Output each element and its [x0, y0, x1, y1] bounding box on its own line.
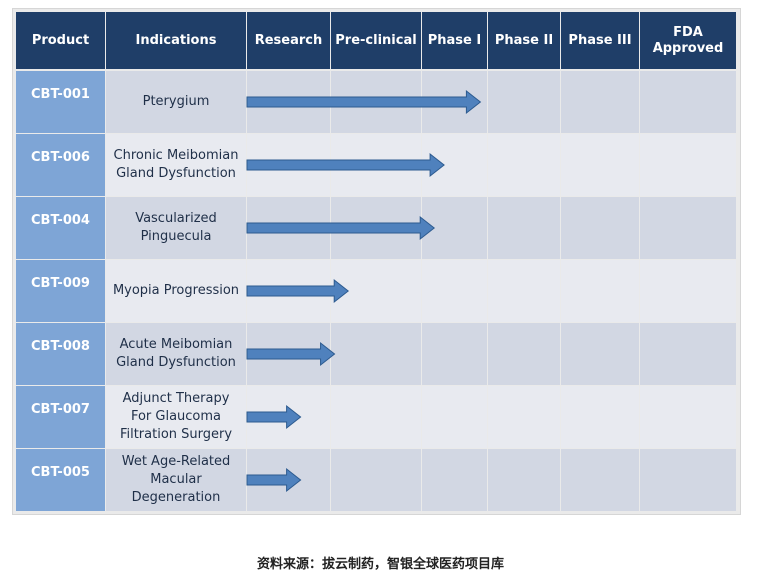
progress-arrow — [246, 467, 302, 493]
header-preclinical: Pre-clinical — [331, 12, 421, 69]
stage-cell — [561, 197, 639, 259]
stage-cell — [640, 386, 736, 448]
stage-cell — [488, 449, 560, 511]
product-code: CBT-008 — [16, 323, 105, 385]
indication-label: Pterygium — [106, 71, 246, 133]
progress-arrow-shape — [246, 467, 302, 493]
source-caption: 资料来源：拔云制药，智银全球医药项目库 — [256, 557, 504, 572]
progress-arrow — [246, 215, 436, 241]
header-phase-1: Phase I — [422, 12, 487, 69]
progress-arrow-shape — [246, 341, 336, 367]
product-code: CBT-006 — [16, 134, 105, 196]
stage-cell — [331, 386, 421, 448]
indication-label: Chronic Meibomian Gland Dysfunction — [106, 134, 246, 196]
indication-label: Vascularized Pinguecula — [106, 197, 246, 259]
stage-cell — [640, 197, 736, 259]
stage-cell — [488, 386, 560, 448]
stage-cell — [561, 260, 639, 322]
progress-arrow — [246, 278, 350, 304]
progress-arrow-shape — [246, 152, 445, 178]
product-code: CBT-007 — [16, 386, 105, 448]
product-code: CBT-001 — [16, 71, 105, 133]
stage-cell — [488, 323, 560, 385]
progress-arrow-shape — [246, 89, 482, 115]
header-phase-2: Phase II — [488, 12, 560, 69]
stage-cell — [561, 386, 639, 448]
stage-cell — [331, 449, 421, 511]
indication-label: Myopia Progression — [106, 260, 246, 322]
header-product: Product — [16, 12, 105, 69]
stage-cell — [422, 386, 487, 448]
progress-arrow — [246, 404, 302, 430]
stage-cell — [640, 260, 736, 322]
stage-cell — [422, 323, 487, 385]
header-research: Research — [247, 12, 330, 69]
stage-cell — [331, 323, 421, 385]
header-indications: Indications — [106, 12, 246, 69]
header-phase-3: Phase III — [561, 12, 639, 69]
progress-arrow-shape — [246, 404, 302, 430]
indication-label: Acute Meibomian Gland Dysfunction — [106, 323, 246, 385]
header-fda-approved: FDA Approved — [640, 12, 736, 69]
progress-arrow-shape — [246, 278, 350, 304]
stage-cell — [561, 449, 639, 511]
stage-cell — [488, 197, 560, 259]
progress-arrow — [246, 341, 336, 367]
indication-label: Adjunct Therapy For Glaucoma Filtration … — [106, 386, 246, 448]
stage-cell — [488, 71, 560, 133]
product-code: CBT-009 — [16, 260, 105, 322]
stage-cell — [640, 134, 736, 196]
stage-cell — [640, 449, 736, 511]
stage-cell — [561, 134, 639, 196]
product-code: CBT-004 — [16, 197, 105, 259]
product-code: CBT-005 — [16, 449, 105, 511]
stage-cell — [561, 323, 639, 385]
stage-cell — [488, 134, 560, 196]
stage-cell — [640, 323, 736, 385]
progress-arrow-shape — [246, 215, 436, 241]
stage-cell — [422, 260, 487, 322]
progress-arrow — [246, 152, 445, 178]
stage-cell — [488, 260, 560, 322]
pipeline-table: Product Indications Research Pre-clinical Ph… — [16, 12, 736, 511]
indication-label: Wet Age-Related Macular Degeneration — [106, 449, 246, 511]
progress-arrow — [246, 89, 482, 115]
stage-cell — [640, 71, 736, 133]
stage-cell — [561, 71, 639, 133]
stage-cell — [422, 449, 487, 511]
